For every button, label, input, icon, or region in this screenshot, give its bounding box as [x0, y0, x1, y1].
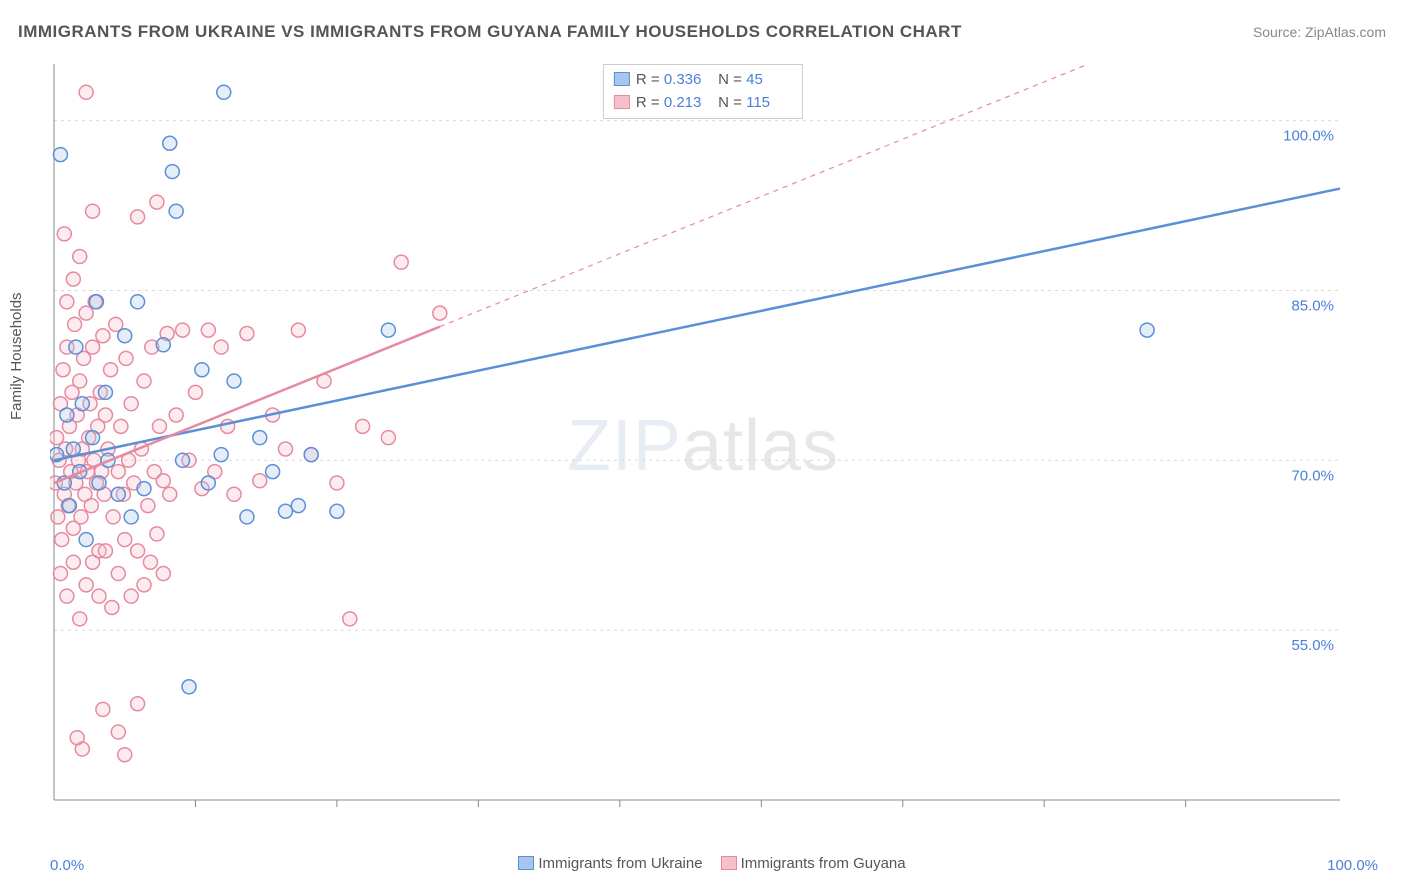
- correlation-stats-box: R = 0.336 N = 45R = 0.213 N = 115: [603, 64, 803, 119]
- legend-item-guyana: Immigrants from Guyana: [703, 855, 906, 872]
- svg-text:70.0%: 70.0%: [1291, 467, 1334, 484]
- y-axis-label: Family Households: [8, 292, 25, 420]
- svg-text:85.0%: 85.0%: [1291, 297, 1334, 314]
- svg-text:55.0%: 55.0%: [1291, 637, 1334, 654]
- scatter-plot: 55.0% 70.0% 85.0% 100.0%: [50, 60, 1380, 830]
- source-attribution: Source: ZipAtlas.com: [1253, 24, 1386, 40]
- legend-item-ukraine: Immigrants from Ukraine: [500, 855, 702, 872]
- stats-row-guyana: R = 0.213 N = 115: [614, 92, 792, 115]
- svg-text:100.0%: 100.0%: [1283, 128, 1334, 145]
- stats-row-ukraine: R = 0.336 N = 45: [614, 69, 792, 92]
- chart-title: IMMIGRANTS FROM UKRAINE VS IMMIGRANTS FR…: [18, 22, 962, 42]
- legend: Immigrants from UkraineImmigrants from G…: [0, 855, 1406, 872]
